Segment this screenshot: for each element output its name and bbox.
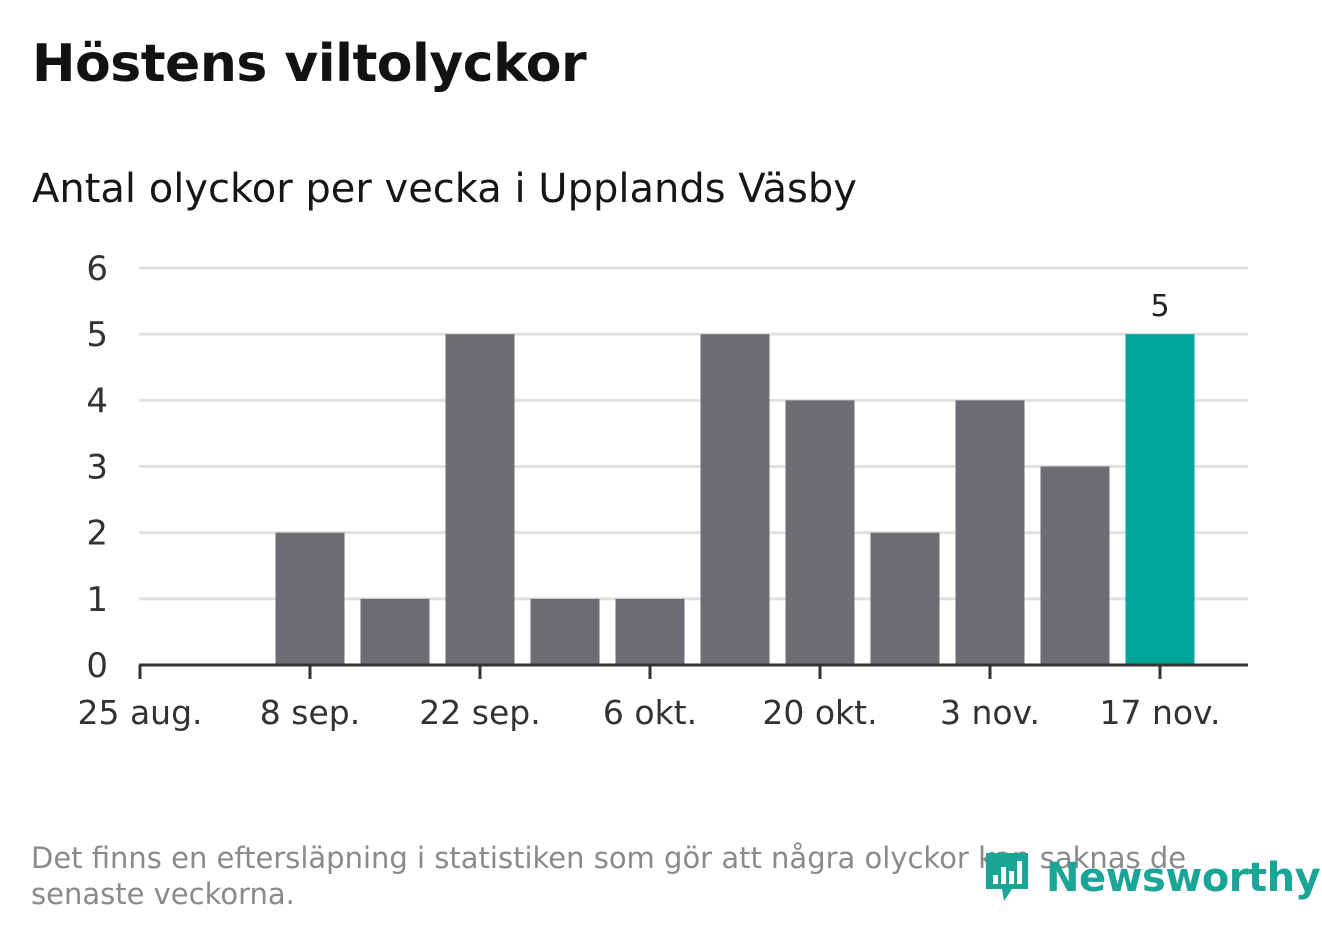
bar bbox=[870, 532, 940, 665]
logo-text: Newsworthy bbox=[1046, 855, 1321, 901]
bar bbox=[615, 598, 685, 665]
bars bbox=[275, 334, 1195, 665]
bar bbox=[360, 598, 430, 665]
x-tick-label: 17 nov. bbox=[1099, 693, 1220, 732]
chart-title: Höstens viltolyckor bbox=[32, 34, 587, 94]
x-tick-label: 25 aug. bbox=[77, 693, 202, 732]
bar bbox=[530, 598, 600, 665]
y-tick-label: 2 bbox=[86, 514, 108, 554]
x-tick-label: 22 sep. bbox=[419, 693, 540, 732]
bar bbox=[1040, 466, 1110, 665]
bar-chart: 0 1 2 3 4 5 6 5 25 aug. 8 sep. 22 sep. 6 okt. 20 okt… bbox=[77, 249, 1248, 732]
data-label: 5 bbox=[1150, 289, 1169, 324]
y-tick-label: 1 bbox=[86, 580, 108, 620]
y-tick-label: 0 bbox=[86, 646, 108, 686]
newsworthy-logo-icon bbox=[986, 853, 1028, 901]
x-tick-label: 6 okt. bbox=[603, 693, 697, 732]
y-tick-label: 3 bbox=[86, 448, 108, 488]
bar bbox=[785, 400, 855, 665]
x-tick-label: 3 nov. bbox=[940, 693, 1040, 732]
bar bbox=[700, 334, 770, 665]
bar bbox=[445, 334, 515, 665]
x-tick-label: 8 sep. bbox=[260, 693, 360, 732]
bar bbox=[275, 532, 345, 665]
y-tick-label: 5 bbox=[86, 315, 108, 355]
y-tick-label: 4 bbox=[86, 381, 108, 421]
bar bbox=[955, 400, 1025, 665]
y-tick-label: 6 bbox=[86, 249, 108, 289]
axes: 0 1 2 3 4 5 6 5 25 aug. 8 sep. 22 sep. 6 okt. 20 okt… bbox=[77, 249, 1248, 732]
x-tick-label: 20 okt. bbox=[762, 693, 877, 732]
chart-subtitle: Antal olyckor per vecka i Upplands Väsby bbox=[32, 166, 857, 212]
newsworthy-logo: Newsworthy bbox=[982, 848, 1321, 908]
bar bbox=[1125, 334, 1195, 665]
